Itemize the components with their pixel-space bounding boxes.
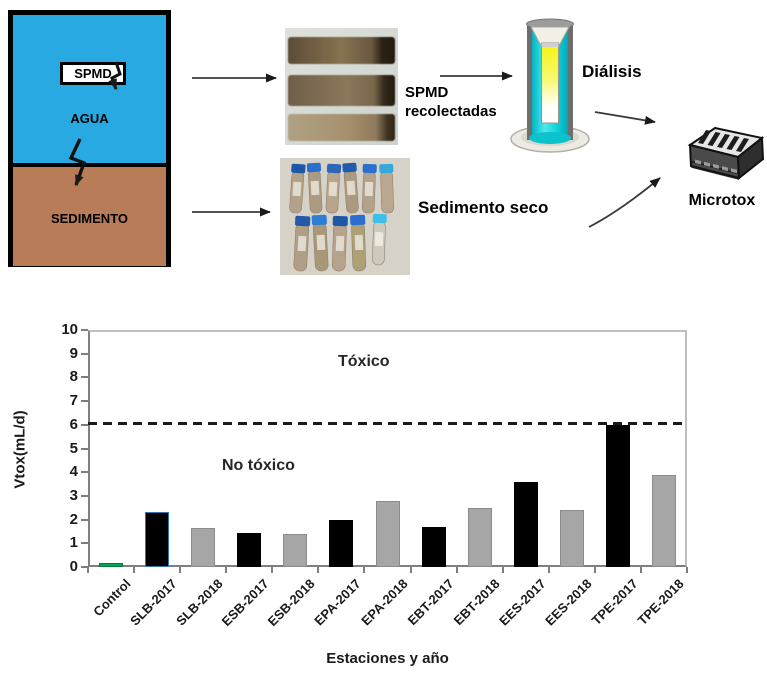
x-tick-mark <box>455 567 458 573</box>
x-tick-mark <box>409 567 412 573</box>
bar-ESB-2017 <box>237 532 262 567</box>
aquarium-tank: SPMD AGUA SEDIMENTO <box>8 10 171 267</box>
bar-SLB-2018 <box>191 527 216 567</box>
vessel-wall-left <box>527 24 532 140</box>
toxicity-threshold-line <box>88 422 687 426</box>
x-tick-mark <box>179 567 182 573</box>
y-tick-label: 3 <box>69 486 78 504</box>
toxic-zone-annotation: Tóxico <box>338 353 390 370</box>
x-tick-mark <box>547 567 550 573</box>
y-tick-label: 4 <box>69 463 78 481</box>
x-tick-mark <box>686 567 688 573</box>
y-tick-label: 2 <box>69 510 78 528</box>
dialysis-tube <box>541 42 559 124</box>
y-tick-label: 10 <box>61 321 78 338</box>
x-tick-mark <box>501 567 504 573</box>
y-tick-mark <box>81 518 88 521</box>
spmd-strip <box>288 114 395 141</box>
bar-TPE-2017 <box>605 424 630 567</box>
microtox-instrument <box>687 126 765 180</box>
y-tick-label: 9 <box>69 344 78 362</box>
experimental-setup-diagram: SPMD AGUA SEDIMENTO <box>0 0 767 300</box>
y-tick-label: 1 <box>69 534 78 552</box>
spmd-collected-label: SPMD recolectadas <box>405 84 497 120</box>
bar-EPA-2017 <box>329 519 354 567</box>
bar-EBT-2018 <box>467 507 492 567</box>
x-axis-title: Estaciones y año <box>326 650 449 667</box>
arrow-sediment-to-microtox-curved <box>588 177 661 228</box>
toxicity-bar-chart: Vtox(mL/d) Estaciones y año Tóxico No tó… <box>0 300 767 681</box>
dialysis-vessel <box>510 18 590 153</box>
sedimento-label: SEDIMENTO <box>50 211 129 226</box>
y-tick-label: 7 <box>69 392 78 410</box>
y-tick-mark <box>81 447 88 450</box>
y-tick-label: 0 <box>69 558 78 575</box>
water-section: SPMD AGUA <box>13 15 166 163</box>
y-tick-mark <box>81 542 88 545</box>
bar-EPA-2018 <box>375 500 400 567</box>
y-tick-mark <box>81 494 88 497</box>
x-tick-mark <box>593 567 596 573</box>
x-tick-mark <box>639 567 642 573</box>
agua-label: AGUA <box>70 111 109 126</box>
microtox-side-face <box>736 136 765 180</box>
bar-Control <box>99 563 124 567</box>
sediment-tubes-photo <box>280 158 410 275</box>
non-toxic-zone-annotation: No tóxico <box>222 457 295 474</box>
y-tick-mark <box>81 376 88 379</box>
y-axis-title: Vtox(mL/d) <box>11 410 29 489</box>
sediment-section: SEDIMENTO <box>13 163 166 266</box>
bar-EES-2017 <box>513 481 538 567</box>
tube-row-top <box>289 162 394 214</box>
y-tick-mark <box>81 566 88 568</box>
bar-ESB-2018 <box>283 533 308 567</box>
dry-sediment-label: Sedimento seco <box>418 198 549 217</box>
spmd-strip <box>288 75 395 106</box>
x-tick-mark <box>87 567 89 573</box>
y-tick-mark <box>81 352 88 355</box>
x-tick-mark <box>363 567 366 573</box>
bar-EBT-2017 <box>421 526 446 567</box>
y-tick-mark <box>81 423 88 426</box>
y-tick-mark <box>81 471 88 474</box>
spmd-strips-photo <box>285 28 398 145</box>
spmd-label: SPMD <box>74 66 112 81</box>
y-tick-mark <box>81 400 88 403</box>
x-tick-mark <box>271 567 274 573</box>
y-tick-label: 8 <box>69 368 78 386</box>
bar-SLB-2017 <box>145 512 170 567</box>
tube-row-bottom <box>293 213 387 272</box>
arrow-dialysis-to-microtox <box>594 111 656 125</box>
vessel-wall-right <box>568 24 573 140</box>
spmd-sampler-box: SPMD <box>60 62 126 85</box>
x-tick-mark <box>225 567 228 573</box>
y-tick-mark <box>81 329 88 331</box>
spmd-strip <box>288 37 395 64</box>
x-tick-mark <box>133 567 136 573</box>
dialysis-label: Diálisis <box>582 62 642 81</box>
bar-TPE-2018 <box>651 474 676 567</box>
bar-EES-2018 <box>559 510 584 567</box>
microtox-label: Microtox <box>688 192 756 209</box>
y-tick-label: 6 <box>69 415 78 433</box>
y-tick-label: 5 <box>69 439 78 457</box>
x-tick-mark <box>317 567 320 573</box>
vessel-funnel <box>530 26 570 45</box>
